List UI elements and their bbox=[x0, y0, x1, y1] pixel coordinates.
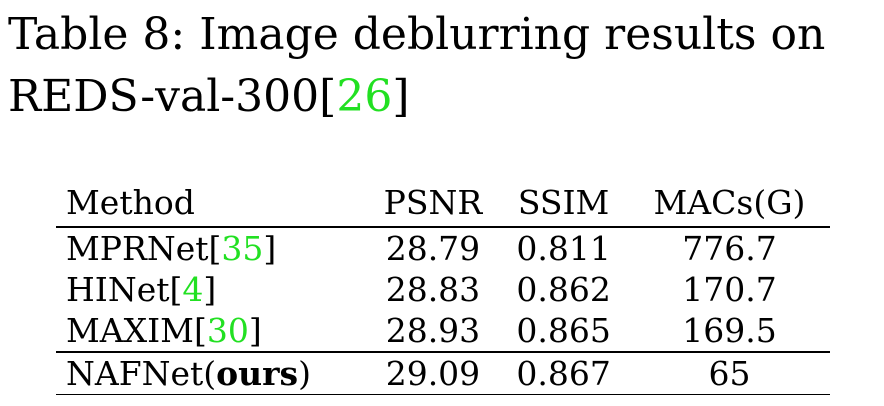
citation-link[interactable]: 30 bbox=[206, 311, 249, 350]
psnr-cell: 28.83 bbox=[385, 270, 481, 309]
results-table-container: Method PSNR SSIM MACs(G) MPRNet[35] 28.7… bbox=[56, 180, 830, 395]
method-cell: HINet[4] bbox=[66, 270, 217, 309]
psnr-cell: 29.09 bbox=[385, 354, 481, 393]
citation-link[interactable]: 26 bbox=[336, 71, 393, 122]
ssim-cell: 0.811 bbox=[516, 229, 611, 268]
method-cell: NAFNet(ours) bbox=[66, 354, 311, 393]
macs-cell: 170.7 bbox=[682, 270, 777, 309]
caption-line-1: Table 8: Image deblurring results on bbox=[8, 9, 826, 60]
table-row: MPRNet[35] 28.79 0.811 776.7 bbox=[56, 227, 830, 269]
header-method: Method bbox=[66, 183, 195, 222]
header-ssim: SSIM bbox=[517, 183, 610, 222]
table-row: MAXIM[30] 28.93 0.865 169.5 bbox=[56, 310, 830, 352]
ssim-cell: 0.867 bbox=[516, 354, 611, 393]
header-psnr: PSNR bbox=[383, 183, 483, 222]
psnr-cell: 28.79 bbox=[385, 229, 481, 268]
macs-cell: 169.5 bbox=[682, 311, 777, 350]
table-header-row: Method PSNR SSIM MACs(G) bbox=[56, 180, 830, 227]
method-cell: MPRNet[35] bbox=[66, 229, 277, 268]
macs-cell: 65 bbox=[708, 354, 751, 393]
ours-label: ours bbox=[216, 354, 299, 393]
ssim-cell: 0.865 bbox=[516, 311, 611, 350]
ssim-cell: 0.862 bbox=[516, 270, 611, 309]
table-caption: Table 8: Image deblurring results on RED… bbox=[8, 4, 878, 128]
caption-dataset: REDS-val-300 bbox=[8, 71, 320, 122]
psnr-cell: 28.93 bbox=[385, 311, 481, 350]
header-macs: MACs(G) bbox=[653, 183, 806, 222]
table-row: HINet[4] 28.83 0.862 170.7 bbox=[56, 269, 830, 310]
citation-link[interactable]: 4 bbox=[182, 270, 204, 309]
caption-line-2: REDS-val-300[26] bbox=[8, 71, 410, 122]
method-cell: MAXIM[30] bbox=[66, 311, 262, 350]
results-table: Method PSNR SSIM MACs(G) MPRNet[35] 28.7… bbox=[56, 180, 830, 395]
citation-link[interactable]: 35 bbox=[221, 229, 264, 268]
table-row-ours: NAFNet(ours) 29.09 0.867 65 bbox=[56, 352, 830, 395]
macs-cell: 776.7 bbox=[682, 229, 777, 268]
